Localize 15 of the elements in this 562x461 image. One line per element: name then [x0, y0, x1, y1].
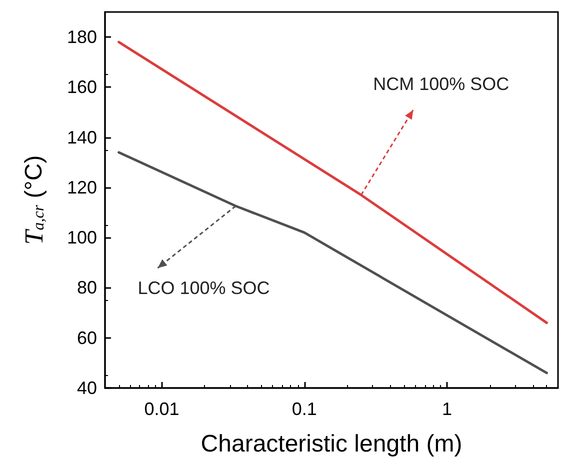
y-tick-label: 80 — [76, 278, 97, 298]
y-tick-label: 40 — [76, 378, 97, 398]
y-tick-label: 120 — [66, 177, 97, 198]
x-tick-label: 0.1 — [292, 399, 317, 419]
y-tick-label: 160 — [66, 77, 97, 98]
y-tick-label: 180 — [66, 27, 97, 48]
y-tick-label: 60 — [76, 328, 97, 348]
y-tick-label: 100 — [66, 228, 97, 248]
y-tick-label: 140 — [66, 127, 97, 148]
annotation: NCM 100% SOC — [373, 74, 510, 94]
annotation: LCO 100% SOC — [138, 278, 270, 298]
y-axis-title: Ta,cr (°C) — [20, 155, 48, 245]
x-tick-label: 0.01 — [144, 399, 180, 419]
x-axis-title: Characteristic length (m) — [200, 430, 462, 458]
x-tick-label: 1 — [442, 399, 452, 419]
